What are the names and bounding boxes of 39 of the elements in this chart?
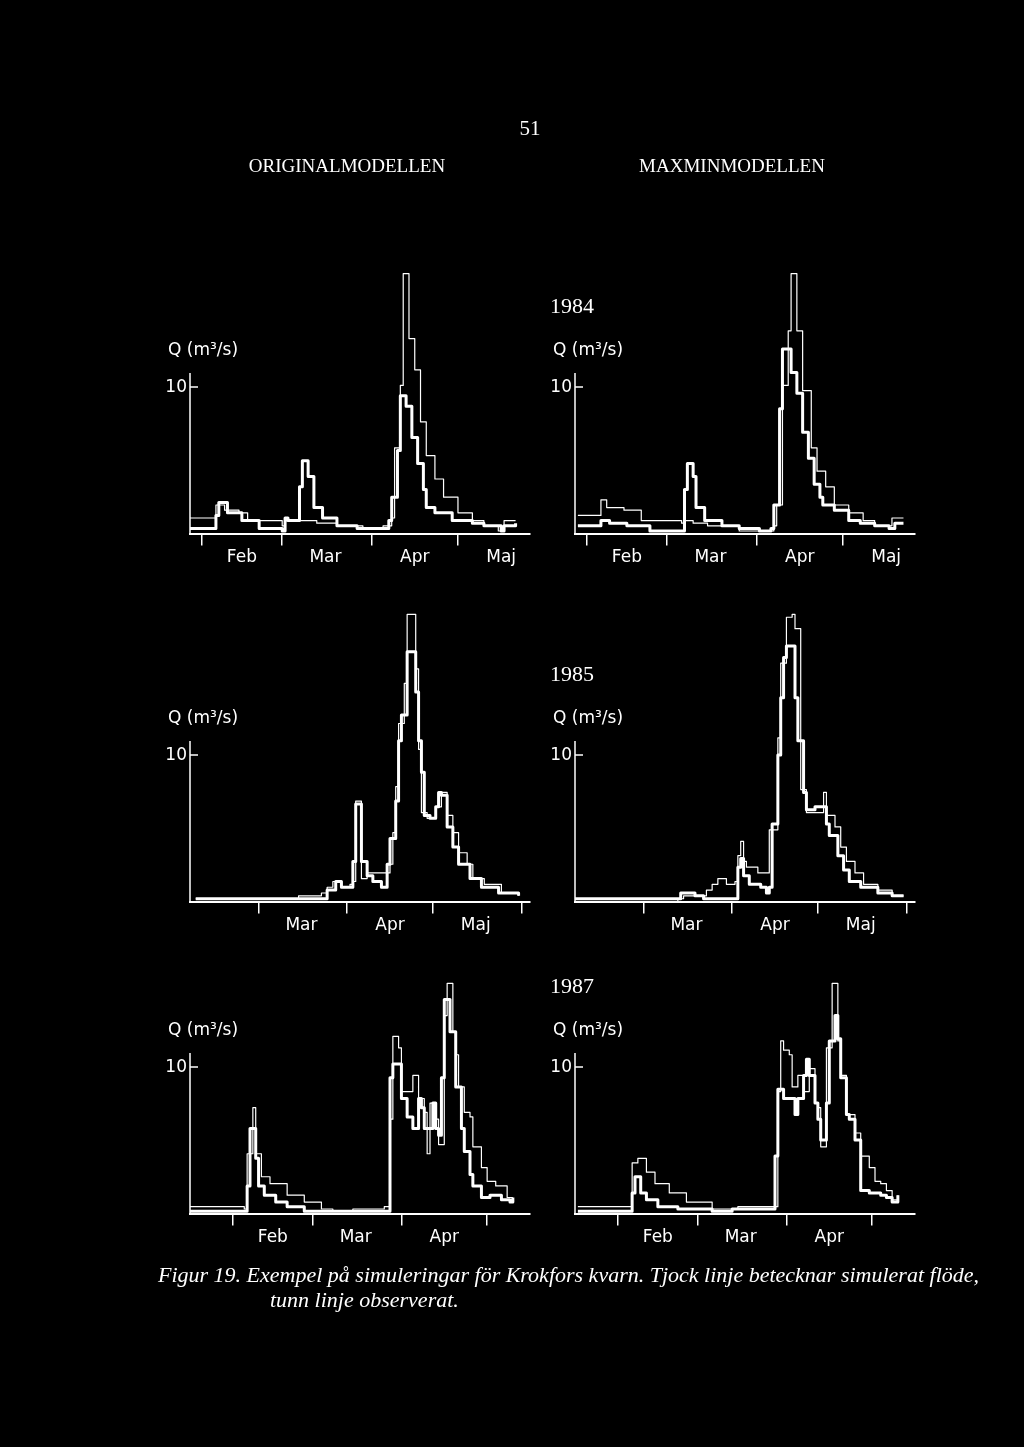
text: 10 <box>164 376 187 396</box>
x-tick-label: Mar <box>724 1226 757 1247</box>
x-tick-label: Feb <box>257 1226 288 1247</box>
y-axis-title: Q (m³/s) <box>553 1019 624 1039</box>
chart-subtitle: 1987 <box>550 973 594 999</box>
x-tick-label: Maj <box>486 546 517 567</box>
x-tick-label: Mar <box>339 1226 372 1247</box>
text: 10 <box>164 744 187 764</box>
x-tick-label: Mar <box>285 914 318 935</box>
y-axis-title: Q (m³/s) <box>553 707 624 727</box>
x-tick-label: Feb <box>226 546 257 567</box>
y-axis-title: Q (m³/s) <box>553 339 624 359</box>
text: 10 <box>549 744 572 764</box>
y-axis-title: Q (m³/s) <box>168 339 239 359</box>
x-tick-label: Feb <box>611 546 642 567</box>
text: 10 <box>549 376 572 396</box>
x-tick-label: Apr <box>814 1226 844 1247</box>
text: 1984 <box>550 293 594 319</box>
y-axis-title: Q (m³/s) <box>168 707 239 727</box>
x-tick-label: Apr <box>429 1226 459 1247</box>
x-tick-label: Mar <box>694 546 727 567</box>
text: 1985 <box>550 661 594 687</box>
y-axis-title: Q (m³/s) <box>168 1019 239 1039</box>
x-tick-label: Apr <box>375 914 405 935</box>
chart-title: MAXMINMODELLEN <box>638 155 826 177</box>
x-tick-label: Maj <box>845 914 876 935</box>
text: Figur 19. Exempel på simuleringar för Krokfors kvarn. Tjock linje betecknar simulerat flöde, tunn linje observerat. <box>158 1262 980 1312</box>
chart-title: ORIGINALMODELLEN <box>247 155 447 177</box>
text: 51 <box>518 116 542 141</box>
x-tick-label: Mar <box>670 914 703 935</box>
x-tick-label: Maj <box>460 914 491 935</box>
x-tick-label: Mar <box>309 546 342 567</box>
text: 10 <box>164 1056 187 1076</box>
x-tick-label: Apr <box>760 914 790 935</box>
text: 10 <box>549 1056 572 1076</box>
x-tick-label: Apr <box>785 546 815 567</box>
x-tick-label: Feb <box>642 1226 673 1247</box>
x-tick-label: Apr <box>400 546 430 567</box>
x-tick-label: Maj <box>871 546 902 567</box>
